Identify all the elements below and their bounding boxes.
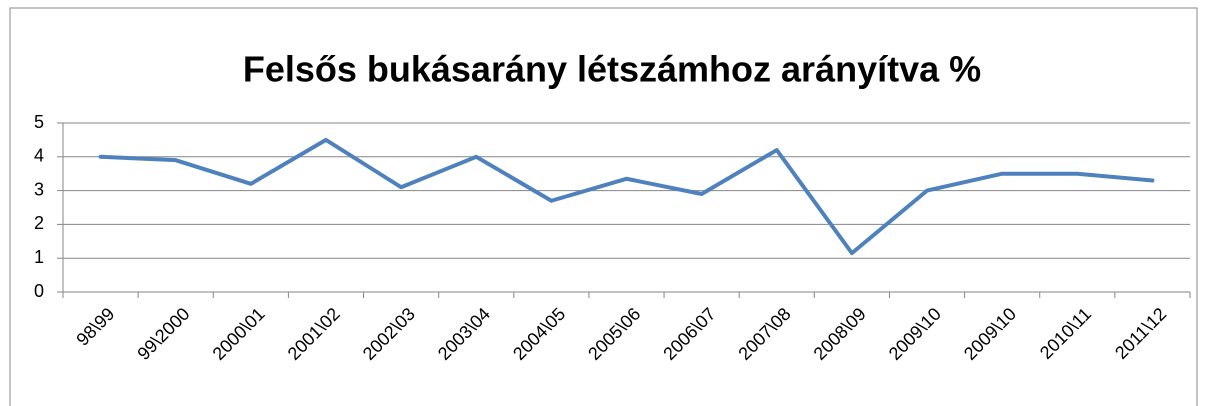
line-series (98, 137, 1155, 256)
chart-frame (9, 7, 1198, 406)
chart-title: Felsős bukásarány létszámhoz arányítva % (243, 49, 981, 90)
y-tick-label: 1 (34, 247, 44, 267)
y-tick-label: 5 (34, 112, 44, 132)
y-tick-label: 4 (34, 146, 44, 166)
y-tick-label: 2 (34, 213, 44, 233)
y-tick-label: 0 (34, 281, 44, 301)
y-tick-label: 3 (34, 179, 44, 199)
